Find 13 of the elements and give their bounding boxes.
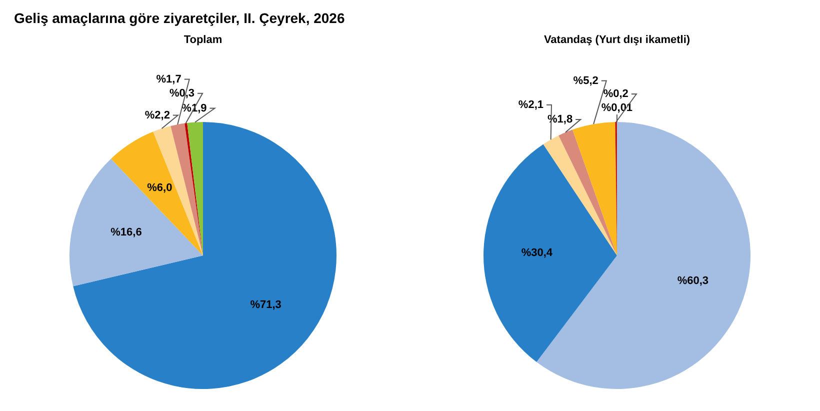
data-label: %2,1 [518, 98, 544, 111]
data-label: %16,6 [110, 226, 142, 239]
data-label: %6,0 [147, 182, 172, 194]
data-label: %5,2 [573, 74, 598, 87]
data-label: %60,3 [677, 274, 709, 287]
data-label: %71,3 [250, 299, 282, 312]
text: Geliş amaçlarına göre ziyaretçiler, II. Çeyrek, 2026 [13, 9, 346, 28]
data-label: %30,4 [521, 247, 554, 260]
chart-title: Toplam [182, 34, 224, 48]
data-label: %0,2 [603, 88, 628, 100]
data-label: %1,7 [156, 73, 182, 86]
chart-title: Vatandaş (Yurt dışı ikametli) [542, 34, 692, 48]
data-label: %2,2 [144, 109, 170, 122]
